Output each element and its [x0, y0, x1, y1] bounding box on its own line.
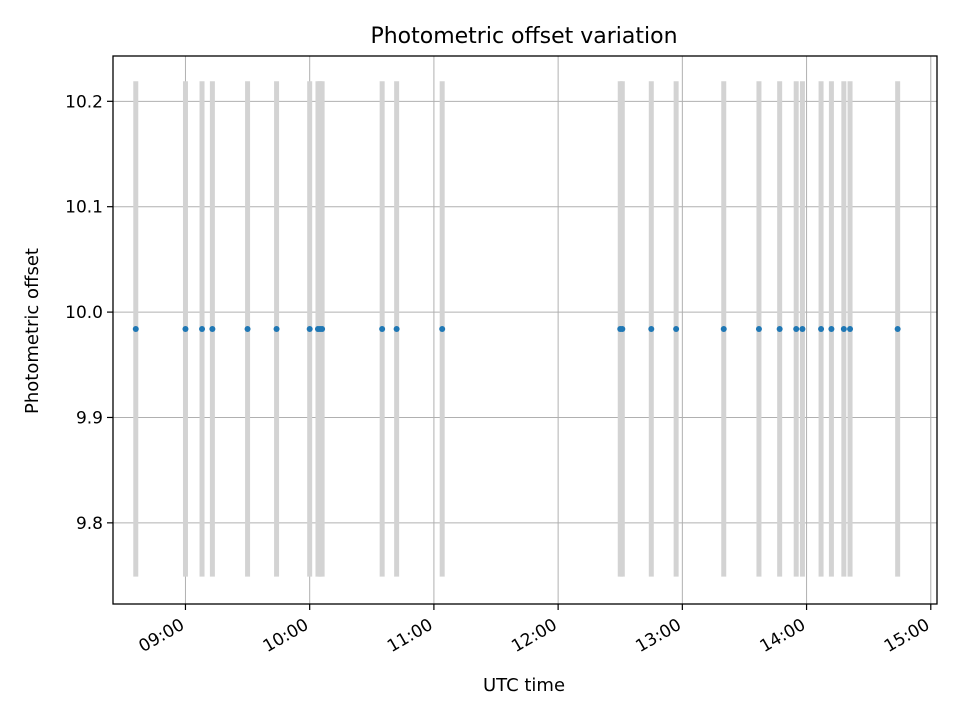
data-point	[894, 325, 901, 332]
data-point	[619, 325, 626, 332]
y-tick-label: 10.0	[65, 303, 103, 323]
data-point	[244, 325, 251, 332]
data-point	[828, 325, 835, 332]
data-point	[273, 325, 280, 332]
data-point	[673, 325, 680, 332]
x-axis-ticks: 09:00 10:00 11:00 12:00 13:00 14:00 15:00	[136, 604, 933, 657]
x-tick-label: 15:00	[881, 615, 933, 657]
data-point	[379, 325, 386, 332]
x-tick-label: 14:00	[757, 615, 809, 657]
x-tick-label: 11:00	[384, 615, 436, 657]
data-point	[793, 325, 800, 332]
y-tick-label: 10.2	[65, 92, 103, 112]
data-point	[755, 325, 762, 332]
plot-frame	[112, 55, 938, 605]
chart-title: Photometric offset variation	[370, 24, 677, 49]
data-point	[439, 325, 446, 332]
data-point	[840, 325, 847, 332]
y-axis-ticks: 9.8 9.9 10.0 10.1 10.2	[65, 92, 113, 534]
x-axis-label: UTC time	[483, 675, 565, 696]
data-point	[776, 325, 783, 332]
x-tick-label: 13:00	[632, 615, 684, 657]
y-axis-label: Photometric offset	[22, 248, 43, 414]
y-tick-label: 10.1	[65, 198, 103, 218]
data-point	[799, 325, 806, 332]
data-point	[306, 325, 313, 332]
x-tick-label: 12:00	[508, 615, 560, 657]
data-point	[182, 325, 189, 332]
data-points	[132, 325, 901, 332]
y-tick-label: 9.9	[76, 408, 103, 428]
data-point	[720, 325, 727, 332]
data-point	[132, 325, 139, 332]
x-tick-label: 10:00	[260, 615, 312, 657]
data-point	[209, 325, 216, 332]
data-point	[818, 325, 825, 332]
x-tick-label: 09:00	[136, 615, 188, 657]
grid-lines	[113, 56, 937, 604]
data-point	[199, 325, 206, 332]
y-tick-label: 9.8	[76, 514, 103, 534]
data-point	[393, 325, 400, 332]
data-point	[319, 325, 326, 332]
data-point	[648, 325, 655, 332]
data-point	[847, 325, 854, 332]
